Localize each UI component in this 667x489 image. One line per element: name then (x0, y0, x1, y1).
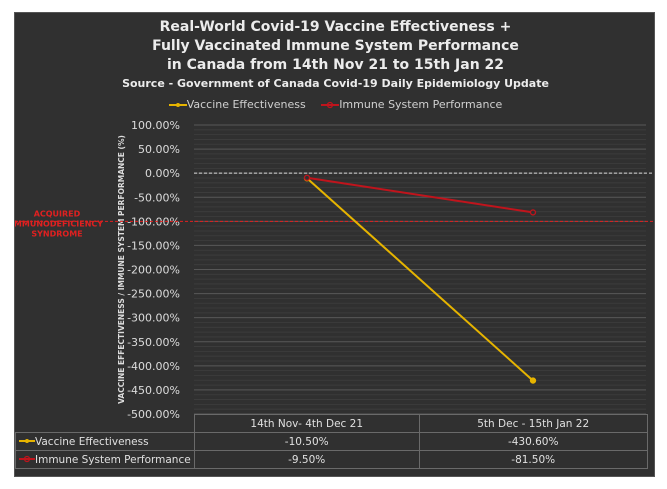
data-point (303, 174, 311, 181)
y-tick-label: -350.00% (127, 336, 180, 349)
legend-label-vaccine-effectiveness: Vaccine Effectiveness (186, 98, 306, 111)
table-row: Immune System Performance -9.50% -81.50% (15, 450, 648, 469)
table-cell: -10.50% (193, 432, 420, 451)
data-point (529, 209, 537, 216)
data-point (529, 377, 537, 384)
table-header-cell: 5th Dec - 15th Jan 22 (418, 414, 648, 433)
aids-annotation-label: ACQUIRED (34, 209, 81, 218)
chart-title-line-1: Real-World Covid-19 Vaccine Effectivenes… (159, 19, 512, 35)
plot-area: 100.00% 50.00% 0.00% -50.00% -100.00% -150.00… (15, 119, 654, 421)
data-table: 14th Nov- 4th Dec 21 5th Dec - 15th Jan … (15, 414, 648, 469)
table-row-label: Immune System Performance (35, 453, 191, 466)
vaccine-effectiveness-line-marker-icon (168, 103, 187, 107)
chart-subtitle: Source - Government of Canada Covid-19 D… (122, 77, 549, 90)
table-header-cell: 14th Nov- 4th Dec 21 (193, 414, 420, 433)
table-cell: -9.50% (193, 450, 420, 469)
table-row-header: Vaccine Effectiveness (15, 432, 195, 451)
y-tick-label: -300.00% (127, 312, 180, 325)
vaccine-effectiveness-line-marker-icon (19, 438, 35, 443)
y-tick-label: -400.00% (127, 360, 180, 373)
immune-system-performance-line-marker-icon (19, 455, 35, 462)
aids-annotation-label: IMMUNODEFICIENCY (15, 219, 103, 228)
y-tick-label: 50.00% (138, 143, 180, 156)
legend-item-vaccine-effectiveness: Vaccine Effectiveness (168, 98, 306, 111)
chart-legend: Vaccine Effectiveness Immune System Perf… (15, 98, 654, 111)
table-cell: -81.50% (418, 450, 648, 469)
legend-label-immune-system-performance: Immune System Performance (339, 98, 503, 111)
table-corner-cell (15, 414, 195, 433)
table-cell: -430.60% (418, 432, 648, 451)
y-tick-label: -100.00% (127, 215, 180, 228)
y-tick-label: -50.00% (134, 191, 180, 204)
y-tick-label: 100.00% (131, 119, 180, 132)
table-row: Vaccine Effectiveness -10.50% -430.60% (15, 432, 648, 451)
y-axis-label: VACCINE EFFECTIVENESS / IMMUNE SYSTEM PE… (117, 135, 126, 404)
y-tick-label: 0.00% (145, 167, 180, 180)
immune-system-performance-line-marker-icon (321, 101, 340, 109)
chart-title-line-2: Fully Vaccinated Immune System Performan… (152, 38, 519, 54)
legend-item-immune-system-performance: Immune System Performance (321, 98, 502, 111)
table-row-header: Immune System Performance (15, 450, 195, 469)
chart-frame: Real-World Covid-19 Vaccine Effectivenes… (14, 12, 655, 477)
y-tick-label: -200.00% (127, 264, 180, 277)
table-row-label: Vaccine Effectiveness (35, 435, 149, 448)
aids-annotation-label: SYNDROME (31, 229, 82, 238)
y-tick-label: -150.00% (127, 239, 180, 252)
chart-title-line-3: in Canada from 14th Nov 21 to 15th Jan 2… (166, 57, 505, 73)
y-tick-label: -450.00% (127, 384, 180, 397)
series-line (306, 177, 534, 382)
y-tick-label: -250.00% (127, 288, 180, 301)
series-line (306, 176, 534, 214)
table-header-row: 14th Nov- 4th Dec 21 5th Dec - 15th Jan … (15, 414, 648, 433)
